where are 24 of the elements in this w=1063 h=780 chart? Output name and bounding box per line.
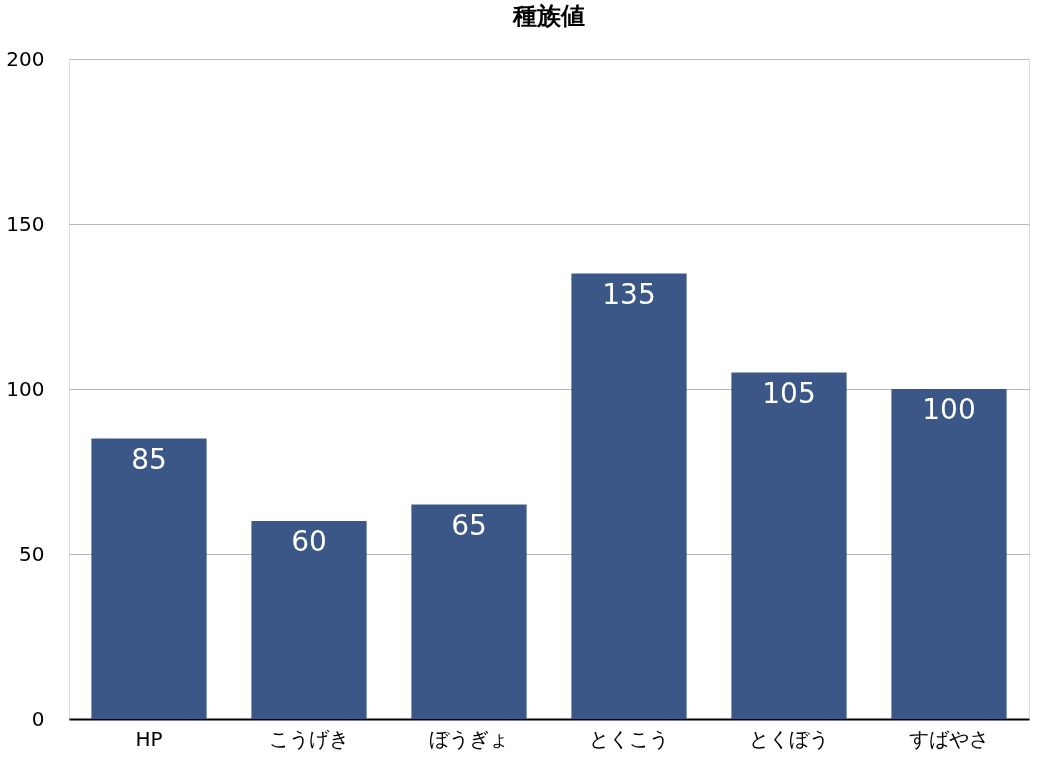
chart-title: 種族値 <box>512 2 585 30</box>
y-tick-label: 100 <box>6 376 45 401</box>
bar <box>571 273 687 719</box>
bar <box>891 389 1007 719</box>
bar <box>91 438 207 719</box>
data-label: 105 <box>762 376 816 410</box>
y-tick-label: 0 <box>31 706 45 731</box>
data-label: 135 <box>602 277 656 311</box>
data-label: 100 <box>922 393 976 426</box>
x-tick-label: こうげき <box>269 726 349 751</box>
y-tick-label: 200 <box>6 46 45 71</box>
x-tick-label: ぼうぎょ <box>429 726 509 751</box>
data-label: 60 <box>291 525 327 558</box>
x-tick-label: HP <box>135 726 163 751</box>
data-label: 65 <box>451 508 487 542</box>
bar <box>731 372 847 719</box>
bar <box>411 504 527 719</box>
x-tick-label: とくぼう <box>749 726 829 751</box>
data-label: 85 <box>131 442 167 476</box>
y-tick-label: 150 <box>6 211 45 236</box>
y-tick-label: 50 <box>19 541 45 566</box>
bar <box>251 521 367 719</box>
x-tick-label: とくこう <box>589 726 669 751</box>
x-tick-label: すばやさ <box>909 726 989 751</box>
